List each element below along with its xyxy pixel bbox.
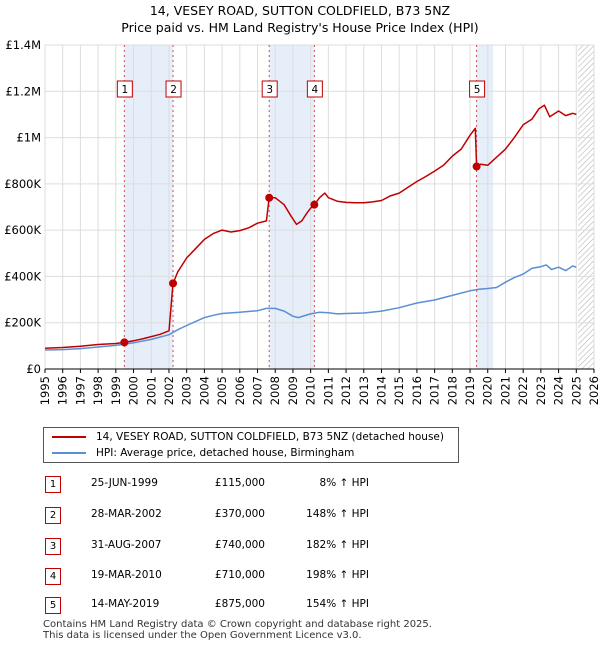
x-tick-label: 2006 [233, 376, 247, 405]
sale-point [472, 162, 481, 171]
sale-label-number: 3 [266, 84, 273, 96]
x-tick-label: 2017 [428, 376, 442, 405]
y-tick-label: £1.2M [5, 84, 41, 98]
x-tick-label: 2025 [569, 376, 583, 405]
y-tick-label: £600K [4, 223, 41, 237]
y-tick-label: £400K [4, 269, 41, 283]
sale-number-badge: 3 [45, 538, 61, 555]
chart-legend: 14, VESEY ROAD, SUTTON COLDFIELD, B73 5N… [43, 427, 459, 463]
sale-point [310, 200, 319, 209]
sale-label-box [469, 80, 486, 98]
sale-label-number: 1 [121, 84, 128, 96]
x-tick-label: 2013 [357, 376, 371, 405]
y-tick-label: £0 [26, 362, 41, 376]
x-tick-label: 2026 [587, 376, 600, 405]
x-tick-label: 2003 [180, 376, 194, 405]
sale-label-number: 4 [312, 84, 319, 96]
x-tick-label: 1995 [38, 376, 52, 405]
x-tick-label: 2004 [197, 376, 211, 405]
y-tick-label: £200K [4, 316, 41, 330]
x-tick-label: 2001 [144, 376, 158, 405]
sale-hpi-change: 198% ↑ HPI [306, 569, 369, 581]
x-tick-label: 2012 [339, 376, 353, 405]
sale-date: 28-MAR-2002 [91, 508, 162, 520]
sale-number-badge: 2 [45, 507, 61, 524]
x-tick-label: 2014 [374, 376, 388, 405]
sale-row: 2 28-MAR-2002 £370,000 148% ↑ HPI [43, 505, 443, 525]
hpi-line [44, 264, 577, 351]
chart-title: 14, VESEY ROAD, SUTTON COLDFIELD, B73 5N… [149, 3, 451, 18]
x-tick-label: 2000 [127, 376, 141, 405]
chart-subtitle: Price paid vs. HM Land Registry's House … [121, 20, 479, 35]
sale-row: 1 25-JUN-1999 £115,000 8% ↑ HPI [43, 474, 443, 494]
legend-label-hpi: HPI: Average price, detached house, Birm… [96, 447, 355, 459]
x-tick-label: 2021 [498, 376, 512, 405]
price-chart: £0 £200K £400K £600K £800K £1M £1.2M £1.4M 1995 1… [4, 38, 600, 405]
sale-price: £115,000 [214, 477, 265, 489]
sale-hpi-change: 154% ↑ HPI [306, 598, 369, 610]
sale-row: 3 31-AUG-2007 £740,000 182% ↑ HPI [43, 536, 443, 556]
sale-date: 19-MAR-2010 [91, 569, 162, 581]
sale-date: 31-AUG-2007 [91, 539, 162, 551]
sale-number-badge: 4 [45, 568, 61, 585]
x-tick-label: 2002 [162, 376, 176, 405]
legend-swatch-property [52, 436, 86, 438]
x-tick-label: 2018 [445, 376, 459, 405]
sale-label-box [116, 80, 133, 98]
x-tick-label: 2023 [534, 376, 548, 405]
legend-item-hpi: HPI: Average price, detached house, Birm… [52, 445, 354, 461]
x-tick-label: 1999 [109, 376, 123, 405]
y-tick-label: £1.4M [5, 38, 41, 52]
sale-point [169, 279, 178, 288]
sale-price: £740,000 [214, 539, 265, 551]
y-tick-label: £1M [16, 131, 41, 145]
x-tick-label: 2016 [410, 376, 424, 405]
sale-price: £370,000 [214, 508, 265, 520]
sale-label-box [261, 80, 278, 98]
x-tick-label: 2007 [251, 376, 265, 405]
sale-hpi-change: 8% ↑ HPI [319, 477, 369, 489]
legend-label-property: 14, VESEY ROAD, SUTTON COLDFIELD, B73 5N… [96, 431, 444, 443]
sale-label-box [306, 80, 323, 98]
x-tick-label: 2020 [481, 376, 495, 405]
x-tick-label: 1998 [91, 376, 105, 405]
footer-notice: Contains HM Land Registry data © Crown c… [43, 619, 432, 641]
x-tick-label: 2008 [268, 376, 282, 405]
sale-label-box [165, 80, 182, 98]
footer-license: This data is licensed under the Open Gov… [43, 630, 362, 641]
sale-number-badge: 1 [45, 476, 61, 493]
x-tick-label: 2019 [463, 376, 477, 405]
x-tick-label: 2010 [304, 376, 318, 405]
y-tick-label: £800K [4, 177, 41, 191]
sale-label-number: 5 [474, 84, 481, 96]
sale-number-badge: 5 [45, 597, 61, 614]
legend-item-property: 14, VESEY ROAD, SUTTON COLDFIELD, B73 5N… [52, 429, 444, 445]
x-tick-label: 2022 [516, 376, 530, 405]
x-tick-label: 1996 [56, 376, 70, 405]
chart-title-block: 14, VESEY ROAD, SUTTON COLDFIELD, B73 5N… [0, 2, 600, 36]
future-hatch-area [578, 45, 594, 369]
footer-copyright: Contains HM Land Registry data © Crown c… [43, 619, 432, 630]
x-tick-label: 2011 [321, 376, 335, 405]
sale-hpi-change: 148% ↑ HPI [306, 508, 369, 520]
x-tick-label: 2005 [215, 376, 229, 405]
sale-date: 14-MAY-2019 [91, 598, 160, 610]
sale-point [265, 193, 274, 202]
x-tick-label: 2024 [552, 376, 566, 405]
sale-date: 25-JUN-1999 [91, 477, 158, 489]
sale-row: 5 14-MAY-2019 £875,000 154% ↑ HPI [43, 595, 443, 615]
sale-hpi-change: 182% ↑ HPI [306, 539, 369, 551]
sale-span-shade [124, 45, 174, 369]
sale-point [120, 338, 129, 347]
x-tick-label: 2009 [286, 376, 300, 405]
sale-row: 4 19-MAR-2010 £710,000 198% ↑ HPI [43, 566, 443, 586]
x-tick-label: 1997 [73, 376, 87, 405]
x-tick-label: 2015 [392, 376, 406, 405]
sale-price: £710,000 [214, 569, 265, 581]
sale-label-number: 2 [170, 84, 177, 96]
sale-price: £875,000 [214, 598, 265, 610]
legend-swatch-hpi [52, 452, 86, 454]
